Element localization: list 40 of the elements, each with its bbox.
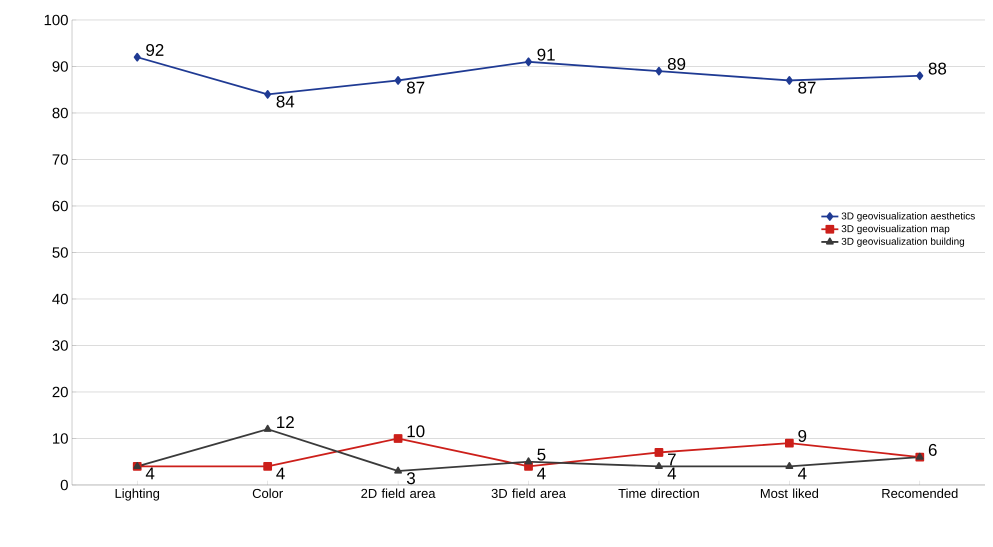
- y-tick-label: 60: [52, 200, 68, 212]
- data-label: 4: [668, 468, 676, 480]
- x-tick-label: Color: [252, 488, 283, 498]
- y-tick-label: 10: [53, 433, 68, 444]
- data-label: 4: [798, 468, 806, 480]
- y-tick-label: 80: [52, 108, 68, 118]
- data-label: 7: [668, 454, 676, 466]
- y-tick-label: 40: [52, 294, 68, 304]
- data-label: 84: [276, 96, 294, 108]
- data-label: 92: [146, 44, 164, 56]
- y-tick-label: 0: [60, 480, 68, 490]
- legend-label: 3D geovisualization aesthetics: [842, 212, 975, 222]
- data-label: 5: [537, 448, 546, 461]
- data-label: 4: [146, 468, 154, 480]
- legend-label: 3D geovisualization map: [842, 224, 950, 234]
- data-label: 4: [537, 468, 546, 480]
- y-tick-label: 20: [52, 386, 68, 398]
- legend-label: 3D geovisualization building: [842, 238, 964, 247]
- x-tick-label: Lighting: [116, 488, 160, 501]
- x-tick-label: Most liked: [760, 488, 818, 498]
- data-label: 3: [406, 472, 415, 484]
- y-tick-label: 100: [44, 14, 68, 26]
- data-label: 9: [798, 430, 806, 442]
- x-tick-label: 3D field area: [492, 488, 566, 498]
- x-tick-label: Time direction: [618, 488, 699, 498]
- data-label: 87: [407, 82, 424, 94]
- data-label: 87: [798, 82, 816, 94]
- data-label: 91: [538, 48, 555, 61]
- y-tick-label: 30: [52, 340, 68, 351]
- data-label: 6: [928, 444, 937, 456]
- y-tick-label: 70: [52, 154, 68, 165]
- x-tick-label: 2D field area: [361, 488, 436, 498]
- data-label: 89: [668, 58, 686, 70]
- data-label: 12: [277, 416, 294, 428]
- data-label: 10: [408, 425, 424, 438]
- data-label: 88: [928, 62, 946, 75]
- data-label: 4: [276, 468, 285, 480]
- x-tick-label: Recomended: [882, 488, 958, 498]
- y-tick-label: 50: [52, 247, 68, 258]
- y-tick-label: 90: [52, 61, 68, 72]
